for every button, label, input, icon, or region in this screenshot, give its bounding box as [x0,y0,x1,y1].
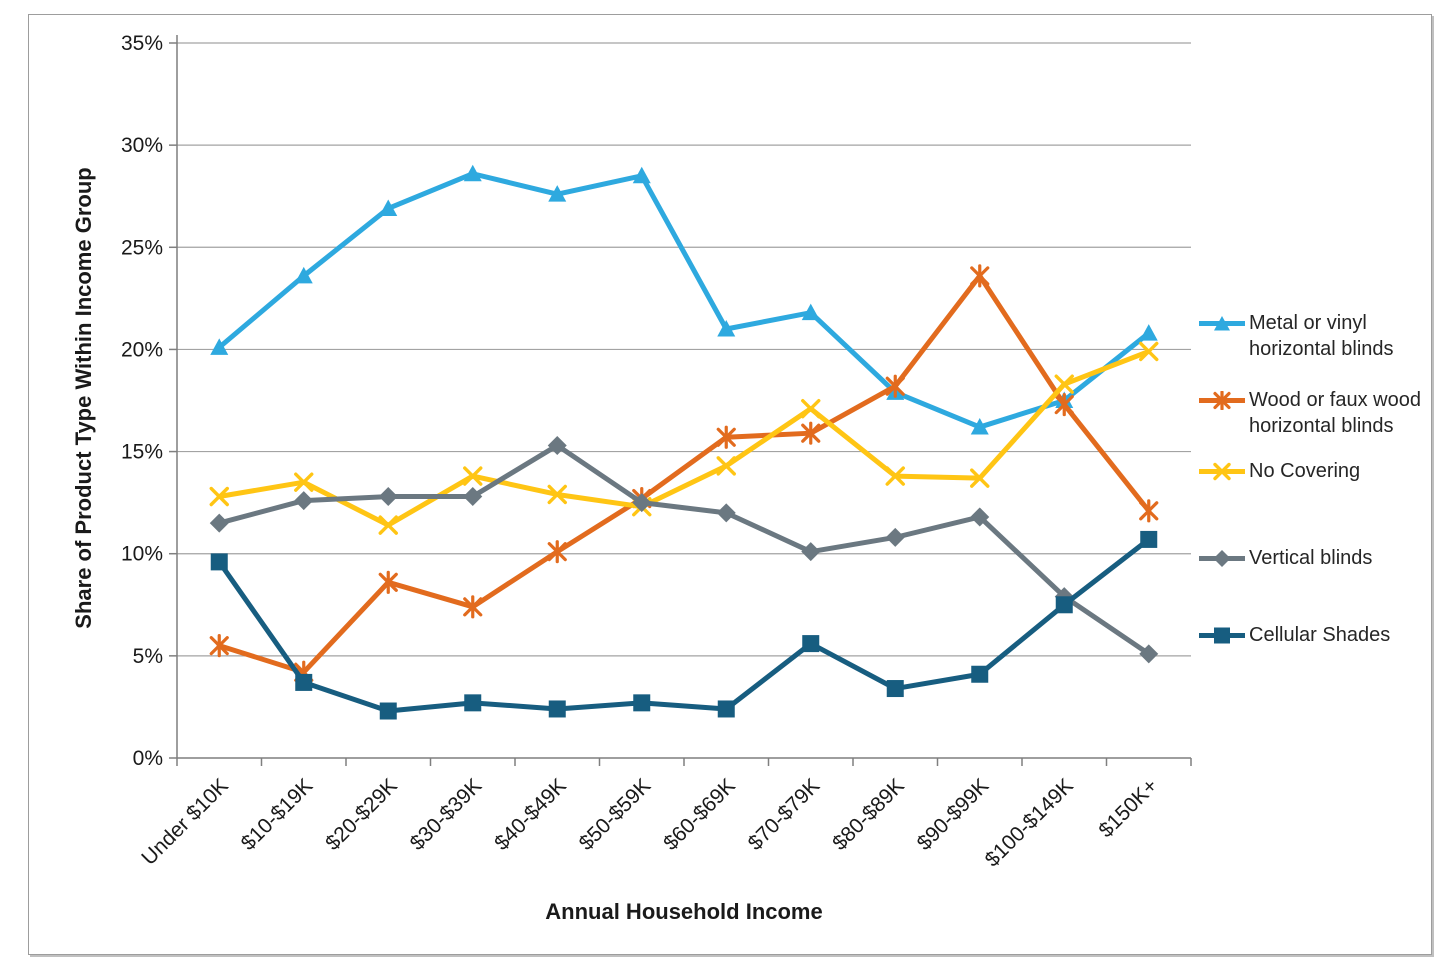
data-point-marker [463,466,483,486]
legend-item-square[interactable]: Cellular Shades [1199,622,1390,648]
data-point-marker [801,398,821,419]
data-point-marker [633,694,651,712]
y-tick-label: 20% [121,338,163,361]
data-point-marker [378,515,398,535]
data-point-marker [294,266,313,284]
data-point-marker [548,700,566,718]
data-point-marker [1055,596,1073,614]
x-tick-label: $40-$49K [490,774,571,855]
series-line-1 [216,273,1152,675]
y-tick-label: 25% [121,236,163,259]
data-point-marker [885,466,905,486]
data-point-marker [295,673,313,691]
data-point-marker [1139,324,1158,341]
line-chart-canvas: 0% 5% 10% 15% 20% 25% 30% 35% Under $10K $10-$19K… [121,32,1192,871]
data-point-marker [801,423,821,443]
data-point-marker [716,503,736,523]
data-point-marker [1140,530,1158,548]
x-legend-marker-icon [1199,462,1245,481]
y-tick-label: 5% [133,645,163,668]
legend-item-x[interactable]: No Covering [1199,458,1360,484]
data-point-marker [716,427,736,447]
asterisk-legend-marker-icon [1199,391,1245,410]
legend-item-diamond[interactable]: Vertical blinds [1199,545,1372,571]
chart-figure: 0% 5% 10% 15% 20% 25% 30% 35% Under $10K $10-$19K… [28,14,1432,955]
data-point-marker [802,635,820,653]
series-line-0 [216,171,1152,430]
data-point-marker [1139,341,1159,362]
legend-label: No Covering [1249,460,1361,482]
data-point-marker [1054,394,1074,415]
data-point-marker [801,303,820,321]
data-point-marker [716,456,736,476]
data-point-marker [717,700,735,718]
data-point-marker [970,468,990,488]
data-point-marker [1054,374,1074,394]
legend-label: Wood or faux wood horizontal blinds [1249,389,1421,437]
data-point-marker [463,487,483,507]
legend-label: Vertical blinds [1249,547,1373,569]
data-point-marker [970,507,990,527]
x-tick-label: $90-$99K [913,774,994,855]
data-point-marker [547,435,567,455]
data-point-marker [885,376,905,396]
data-point-marker [885,527,905,547]
data-point-marker [547,484,567,505]
data-point-marker [548,185,567,202]
data-point-marker [632,166,651,184]
data-point-marker [210,553,228,571]
legend-item-triangle[interactable]: Metal or vinyl horizontal blinds [1199,310,1394,362]
y-tick-label: 10% [121,543,163,566]
legend-label: Cellular Shades [1249,624,1391,646]
data-point-marker [971,665,989,683]
data-point-marker [970,418,989,435]
data-point-marker [379,199,398,216]
data-point-marker [379,702,397,720]
data-point-marker [209,486,229,507]
data-point-marker [294,491,314,511]
data-point-marker [463,164,482,182]
square-legend-marker-icon [1199,627,1245,644]
data-point-marker [464,694,482,712]
data-point-marker [547,542,567,562]
y-axis-title: Share of Product Type Within Income Grou… [71,167,96,629]
legend-item-asterisk[interactable]: Wood or faux wood horizontal blinds [1199,387,1421,439]
data-point-marker [886,680,904,698]
x-tick-label: $30-$39K [406,774,487,855]
y-tick-label: 15% [121,441,163,464]
data-point-marker [970,266,990,286]
data-point-marker [378,572,398,592]
diamond-legend-marker-icon [1199,550,1245,567]
data-point-marker [209,513,229,533]
x-tick-label: Under $10K [137,774,233,870]
x-axis-title: Annual Household Income [545,899,823,924]
data-point-marker [801,542,821,562]
data-point-marker [210,338,229,355]
y-tick-label: 0% [133,747,163,770]
data-point-marker [632,493,652,513]
x-tick-label: $70-$79K [744,774,825,855]
legend: Metal or vinyl horizontal blinds Wood or f… [29,15,1431,954]
x-tick-label: $100-$149K [981,774,1078,871]
legend-label: Metal or vinyl horizontal blinds [1249,312,1394,360]
data-point-marker [209,636,229,656]
data-point-marker [1139,644,1159,664]
x-tick-label: $80-$89K [828,774,909,855]
x-tick-label: $50-$59K [575,774,656,855]
data-point-marker [463,597,483,617]
series-line-3 [216,442,1152,657]
x-tick-label: $20-$29K [321,774,402,855]
triangle-legend-marker-icon [1199,316,1245,331]
y-tick-label: 30% [121,134,163,157]
data-point-marker [1139,501,1159,521]
data-point-marker [378,487,398,507]
y-tick-label: 35% [121,32,163,55]
series-line-4 [216,536,1152,714]
x-tick-label: $60-$69K [659,774,740,855]
x-tick-label: $10-$19K [237,774,318,855]
data-point-marker [294,472,314,492]
series-line-2 [216,348,1152,528]
data-point-marker [717,320,736,337]
x-tick-label: $150K+ [1094,774,1162,842]
